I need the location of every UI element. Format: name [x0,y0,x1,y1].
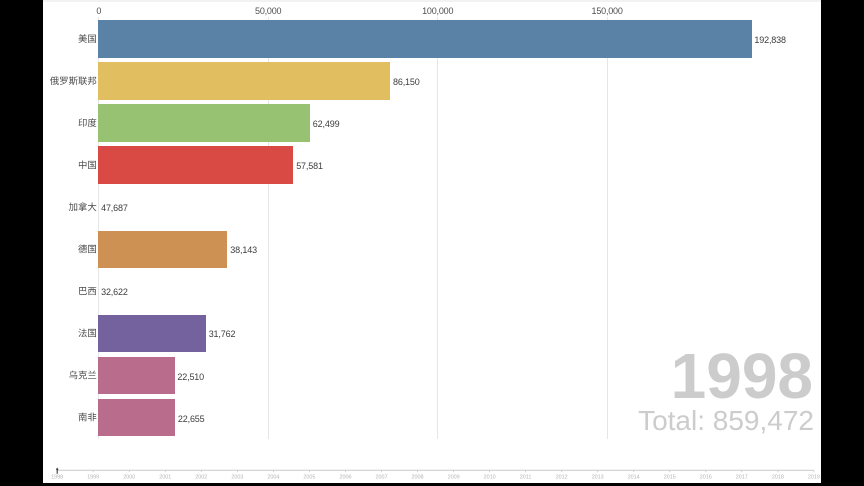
svg-text:2009: 2009 [448,474,460,480]
svg-text:2008: 2008 [412,474,424,480]
svg-text:2017: 2017 [736,474,748,480]
svg-text:2015: 2015 [664,474,676,480]
svg-text:2012: 2012 [556,474,568,480]
svg-text:2007: 2007 [376,474,388,480]
svg-text:2002: 2002 [195,474,207,480]
svg-text:2013: 2013 [592,474,604,480]
svg-text:2003: 2003 [231,474,243,480]
svg-text:1999: 1999 [87,474,99,480]
svg-text:1998: 1998 [51,474,63,480]
svg-text:2019: 2019 [808,474,820,480]
svg-text:2014: 2014 [628,474,640,480]
svg-text:2016: 2016 [700,474,712,480]
svg-text:2001: 2001 [159,474,171,480]
svg-text:2005: 2005 [303,474,315,480]
svg-text:2006: 2006 [340,474,352,480]
svg-text:2004: 2004 [267,474,279,480]
svg-text:2010: 2010 [484,474,496,480]
svg-text:2018: 2018 [772,474,784,480]
svg-text:2000: 2000 [123,474,135,480]
svg-text:2011: 2011 [520,474,532,480]
